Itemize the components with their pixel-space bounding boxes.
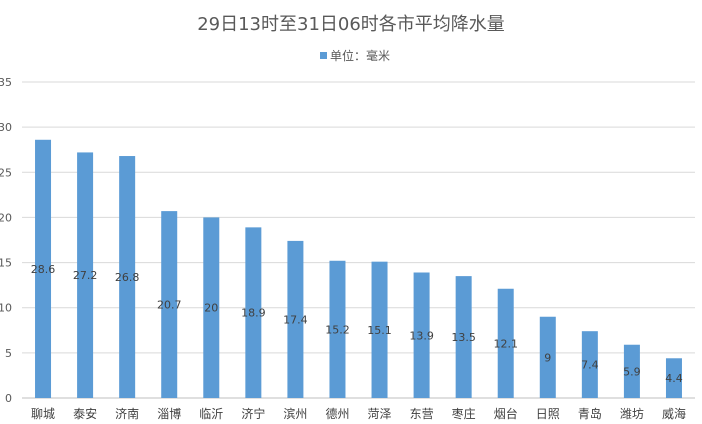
x-category-label: 枣庄 [452,406,476,421]
bar [581,331,598,398]
bar [287,240,304,398]
x-category-label: 济宁 [241,406,265,421]
x-category-label: 滨州 [283,406,307,421]
bar [665,358,682,398]
bar [539,316,556,398]
x-category-label: 日照 [536,407,560,421]
x-category-label: 菏泽 [368,407,392,421]
bar [371,261,388,398]
legend-swatch [320,52,327,59]
legend: 单位：毫米 [320,48,390,63]
data-label: 13.5 [451,331,476,344]
data-label: 26.8 [115,271,140,284]
x-category-label: 东营 [410,407,434,421]
x-category-label: 青岛 [578,406,602,421]
x-category-label: 潍坊 [620,406,644,421]
x-axis-categories: 聊城 泰安 济南 淄博 临沂 济宁 滨州 德州 菏泽 东营 枣庄 烟台 日照 青岛 潍坊 威海 [31,406,686,421]
bar [119,156,136,398]
data-label: 17.4 [283,313,308,326]
data-label: 5.9 [623,365,641,378]
chart-title: 29日13时至31日06时各市平均降水量 [197,14,505,35]
data-label: 15.1 [367,324,392,337]
legend-label: 单位：毫米 [330,48,390,63]
data-label: 12.1 [493,337,518,350]
x-category-label: 烟台 [494,406,518,421]
data-label: 7.4 [581,359,599,372]
data-label: 9 [544,351,551,364]
y-tick-label: 35 [0,76,12,89]
x-category-label: 临沂 [199,407,223,421]
data-label: 18.9 [241,307,266,320]
bar [497,288,514,398]
data-label: 28.6 [31,263,56,276]
bar [455,276,472,398]
y-tick-label: 0 [5,392,12,405]
bar [203,217,220,398]
bar [329,260,346,398]
x-category-label: 济南 [115,406,139,421]
data-label: 13.9 [409,329,434,342]
bar [413,272,430,398]
y-tick-label: 10 [0,302,12,315]
bar [245,227,262,398]
x-category-label: 威海 [662,406,686,421]
data-labels: 28.6 27.2 26.8 20.7 20 18.9 17.4 15.2 15.1 13.9 13… [31,263,683,385]
y-tick-label: 30 [0,121,12,134]
y-tick-label: 20 [0,211,12,224]
x-category-label: 德州 [325,406,349,421]
x-category-label: 聊城 [31,407,55,421]
bar [623,344,640,398]
y-tick-label: 5 [5,347,12,360]
x-category-label: 泰安 [73,406,97,421]
data-label: 15.2 [325,323,350,336]
x-category-label: 淄博 [157,406,181,421]
data-label: 20.7 [157,299,182,312]
bars [35,139,682,399]
y-tick-label: 25 [0,166,12,179]
bar [35,139,52,399]
data-label: 20 [204,302,218,315]
data-label: 4.4 [665,372,683,385]
y-axis-ticks: 0 5 10 15 20 25 30 35 [0,76,12,405]
bar [161,211,178,398]
data-label: 27.2 [73,269,98,282]
y-tick-label: 15 [0,257,12,270]
bar [77,152,94,398]
